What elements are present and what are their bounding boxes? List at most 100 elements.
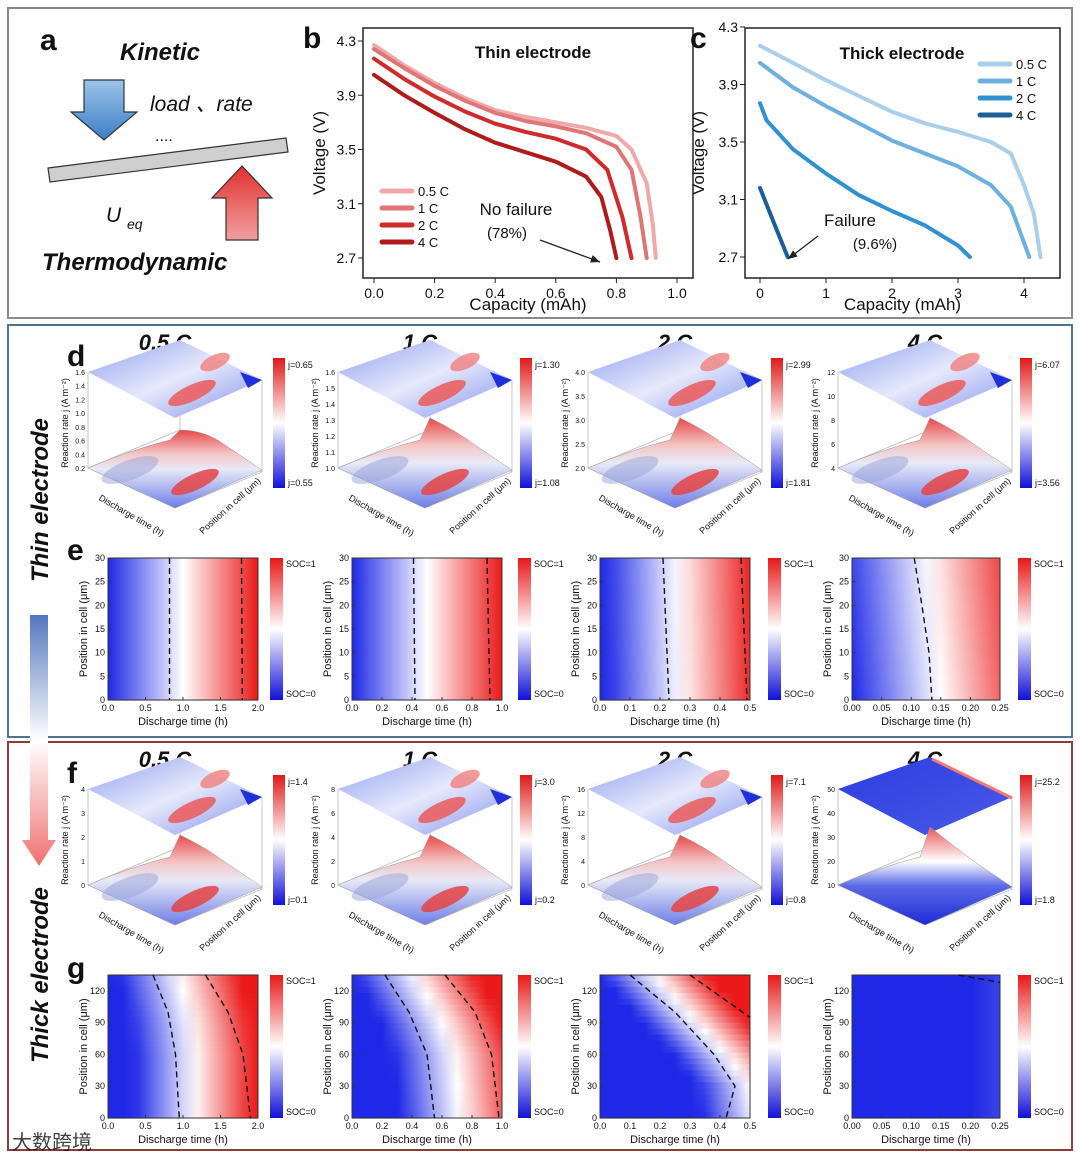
panel-c: c 0 1 2 3 4 2.7 3.1 3.5 3.9 4.3 Voltage (V) Capacity… xyxy=(689,19,1061,314)
heatmap-strip xyxy=(852,1046,1000,1054)
z-tick-label: 0.6 xyxy=(75,439,85,446)
heatmap-strip xyxy=(600,1064,750,1071)
y-tick-label: 3.9 xyxy=(719,77,739,93)
hotspot xyxy=(700,769,730,789)
y-tick-label: 4.3 xyxy=(719,19,739,35)
x-tick-label: 0.5 xyxy=(139,703,152,713)
x-axis-label: Capacity (mAh) xyxy=(844,295,961,314)
x-axis-label: Discharge time (h) xyxy=(630,716,720,728)
x-tick-label: 0.0 xyxy=(346,703,359,713)
heatmap-strip xyxy=(600,1106,750,1113)
soc-contour-dashed xyxy=(384,974,436,1119)
surface-plot-f-3: 4 C1020304050Reaction rate j (A m⁻²)Disc… xyxy=(810,747,1060,955)
y-tick-label: 25 xyxy=(587,577,597,587)
soc-contour-dashed xyxy=(913,557,933,701)
thick-electrode-label: Thick electrode xyxy=(27,887,54,1063)
heatmap-strip xyxy=(108,1016,258,1024)
annotation-percent: (9.6%) xyxy=(853,236,897,253)
heatmap-strip xyxy=(352,1112,502,1119)
heatmap-strip xyxy=(108,1034,258,1042)
colorbar-max-label: j=0.65 xyxy=(287,360,313,370)
y-axis-label: Position in cell (μm) xyxy=(570,581,582,677)
heatmap-strip xyxy=(852,581,1000,589)
heatmap-strip xyxy=(352,986,502,994)
heatmap-strip xyxy=(852,664,1000,672)
surface-shade xyxy=(351,456,409,484)
heatmap-strip xyxy=(852,1052,1000,1060)
z-tick-label: 0.8 xyxy=(75,425,85,432)
top-panel-frame xyxy=(7,7,1073,319)
y-tick-label: 0 xyxy=(344,1113,349,1123)
colorbar xyxy=(1018,558,1031,700)
heatmap-strip xyxy=(108,1064,258,1071)
y-tick-label: 30 xyxy=(587,553,597,563)
colorbar-max-label: SOC=1 xyxy=(1034,559,1064,569)
legend-label: 1 C xyxy=(418,201,438,216)
heatmap-strip xyxy=(352,676,502,683)
heatmap-strip xyxy=(852,563,1000,571)
x-axis-label: Discharge time (h) xyxy=(97,493,166,538)
y-tick-label: 0 xyxy=(592,695,597,705)
heatmap-strip xyxy=(600,688,750,695)
heatmap-strip xyxy=(108,1010,258,1018)
x-tick-label: 0.15 xyxy=(932,1121,950,1131)
y-tick-label: 30 xyxy=(95,553,105,563)
colorbar xyxy=(518,975,531,1118)
heatmap-strip xyxy=(600,629,750,636)
z-tick-label: 12 xyxy=(827,370,835,377)
hotspot xyxy=(700,352,730,372)
series-line-2C xyxy=(758,101,972,259)
y-tick-label: 30 xyxy=(839,553,849,563)
colorbar-min-label: SOC=0 xyxy=(286,1107,316,1117)
projection-plane xyxy=(838,757,1012,835)
reaction-surface xyxy=(587,834,763,926)
heatmap-strip xyxy=(352,1064,502,1071)
z-axis-label: Reaction rate j (A m⁻²) xyxy=(560,378,570,468)
heatmap-strip xyxy=(352,617,502,624)
legend-label: 4 C xyxy=(418,235,438,250)
heatmap-strip xyxy=(852,676,1000,683)
x-axis-label: Discharge time (h) xyxy=(847,493,916,538)
x-axis-label: Capacity (mAh) xyxy=(469,295,586,314)
heatmap-strip xyxy=(600,670,750,677)
heatmap-strip xyxy=(600,1100,750,1107)
heatmap-strip xyxy=(852,975,1000,982)
colorbar-min-label: j=0.2 xyxy=(534,895,555,905)
colorbar-max-label: SOC=1 xyxy=(286,976,316,986)
z-tick-label: 4 xyxy=(81,787,85,794)
x-tick-label: 2.0 xyxy=(252,703,265,713)
z-tick-label: 4.0 xyxy=(575,370,585,377)
y-tick-label: 15 xyxy=(839,624,849,634)
colorbar xyxy=(768,975,781,1118)
z-axis-label: Reaction rate j (A m⁻²) xyxy=(810,795,820,885)
heatmap-strip xyxy=(852,617,1000,624)
low-region xyxy=(740,789,762,805)
heatmap-strip xyxy=(352,682,502,689)
colorbar-min-label: j=3.56 xyxy=(1034,478,1060,488)
heatmap-strip xyxy=(600,1046,750,1054)
z-tick-label: 0.2 xyxy=(75,466,85,473)
y-axis-label: Position in cell (μm) xyxy=(570,998,582,1094)
y-tick-label: 30 xyxy=(339,1081,349,1091)
heatmap-strip xyxy=(352,558,502,565)
x-axis-label: Discharge time (h) xyxy=(881,716,971,728)
heatmap-strip xyxy=(852,1076,1000,1083)
y-tick-label: 3.9 xyxy=(337,87,357,103)
y-axis-label: Position in cell (μm) xyxy=(322,998,334,1094)
heatmap-strip xyxy=(600,1088,750,1095)
colorbar-min-label: j=1.81 xyxy=(785,478,811,488)
x-tick-label: 0.8 xyxy=(607,285,627,301)
x-axis-label: Discharge time (h) xyxy=(382,1134,472,1146)
heatmap-strip xyxy=(108,640,258,648)
surface-shade xyxy=(601,456,659,484)
heatmap-strip xyxy=(852,605,1000,612)
x-tick-label: 0.4 xyxy=(714,1121,727,1131)
y-tick-label: 120 xyxy=(582,986,597,996)
heatmap-strip xyxy=(108,670,258,677)
y-tick-label: 20 xyxy=(339,600,349,610)
z-tick-label: 6 xyxy=(331,811,335,818)
colorbar-min-label: j=0.8 xyxy=(785,895,806,905)
hotspot xyxy=(668,379,716,407)
